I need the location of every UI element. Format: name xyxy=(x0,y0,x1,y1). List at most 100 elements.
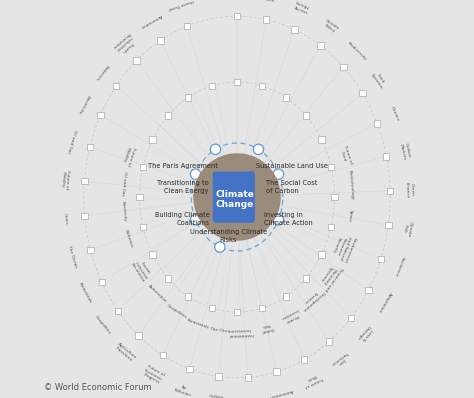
FancyBboxPatch shape xyxy=(326,338,332,345)
FancyBboxPatch shape xyxy=(328,164,334,170)
FancyBboxPatch shape xyxy=(318,252,325,258)
Text: Future of
Work: Future of Work xyxy=(302,372,323,388)
Text: Geopolitics: Geopolitics xyxy=(165,303,188,319)
FancyBboxPatch shape xyxy=(317,42,324,49)
Circle shape xyxy=(253,144,264,154)
FancyBboxPatch shape xyxy=(113,82,119,89)
FancyBboxPatch shape xyxy=(348,315,354,321)
FancyBboxPatch shape xyxy=(245,374,251,380)
Text: Climate
Change: Climate Change xyxy=(215,190,254,209)
Text: Food
Systems: Food Systems xyxy=(370,70,387,90)
Text: Financial and
Monetary
Systems: Financial and Monetary Systems xyxy=(316,261,343,291)
FancyBboxPatch shape xyxy=(383,153,390,160)
Text: Batteries: Batteries xyxy=(94,63,109,80)
FancyBboxPatch shape xyxy=(149,252,156,258)
Text: The Ocean: The Ocean xyxy=(210,327,233,334)
FancyBboxPatch shape xyxy=(331,194,337,200)
FancyBboxPatch shape xyxy=(359,90,366,96)
Circle shape xyxy=(210,144,221,154)
Text: Global
Risk: Global Risk xyxy=(259,321,274,333)
FancyBboxPatch shape xyxy=(234,79,240,85)
Text: The Ocean: The Ocean xyxy=(67,245,77,268)
FancyBboxPatch shape xyxy=(209,305,215,311)
Text: Carbon
Capture: Carbon Capture xyxy=(207,394,225,398)
Text: Fourth
Industrial
Revolution: Fourth Industrial Revolution xyxy=(129,258,153,283)
Text: Just
Transition: Just Transition xyxy=(330,350,352,369)
FancyBboxPatch shape xyxy=(97,112,104,118)
FancyBboxPatch shape xyxy=(87,247,94,253)
Circle shape xyxy=(191,215,201,225)
Text: Oil and Gas: Oil and Gas xyxy=(66,129,77,153)
FancyBboxPatch shape xyxy=(81,178,88,184)
FancyBboxPatch shape xyxy=(185,94,191,101)
FancyBboxPatch shape xyxy=(234,309,240,315)
Text: Investing in
Climate Action: Investing in Climate Action xyxy=(264,212,313,226)
Circle shape xyxy=(273,215,283,225)
FancyBboxPatch shape xyxy=(365,287,372,293)
FancyBboxPatch shape xyxy=(283,293,289,300)
FancyBboxPatch shape xyxy=(213,172,255,223)
FancyBboxPatch shape xyxy=(273,369,280,375)
FancyBboxPatch shape xyxy=(385,222,392,228)
Text: Electricity: Electricity xyxy=(120,201,127,222)
FancyBboxPatch shape xyxy=(135,332,142,339)
FancyBboxPatch shape xyxy=(374,120,380,127)
Text: Institutional
Investors: Institutional Investors xyxy=(228,327,254,336)
Text: Future of
Mobility: Future of Mobility xyxy=(60,170,71,189)
Circle shape xyxy=(273,169,283,179)
Text: Future of
Economic
Progress: Future of Economic Progress xyxy=(141,364,166,386)
FancyBboxPatch shape xyxy=(215,373,221,380)
Text: Future of
Mobility: Future of Mobility xyxy=(121,145,136,166)
Text: Carbon
Markets: Carbon Markets xyxy=(399,142,411,160)
Text: Circular
Economy: Circular Economy xyxy=(239,395,259,398)
Text: Agriculture
Transform.: Agriculture Transform. xyxy=(115,342,138,364)
Text: Parastatals: Parastatals xyxy=(186,318,210,330)
Text: Batteries: Batteries xyxy=(124,229,133,248)
Text: Green
Finance: Green Finance xyxy=(405,181,414,198)
FancyBboxPatch shape xyxy=(234,13,240,20)
FancyBboxPatch shape xyxy=(301,356,307,363)
FancyBboxPatch shape xyxy=(318,136,325,142)
FancyBboxPatch shape xyxy=(137,194,143,200)
Circle shape xyxy=(215,242,225,252)
Text: Adaptation: Adaptation xyxy=(377,291,392,313)
Text: Air
Pollution: Air Pollution xyxy=(174,384,194,397)
Text: Future of
Food: Future of Food xyxy=(338,145,353,166)
FancyBboxPatch shape xyxy=(165,275,171,281)
FancyBboxPatch shape xyxy=(209,83,215,89)
Circle shape xyxy=(193,153,281,241)
Text: Resilience: Resilience xyxy=(393,256,404,277)
FancyBboxPatch shape xyxy=(263,16,269,23)
Text: Sustainable Land Use: Sustainable Land Use xyxy=(256,163,328,170)
FancyBboxPatch shape xyxy=(157,37,164,44)
Text: The Paris Agreement: The Paris Agreement xyxy=(148,163,218,170)
FancyBboxPatch shape xyxy=(378,256,384,262)
FancyBboxPatch shape xyxy=(328,224,334,230)
Text: House Fossil: House Fossil xyxy=(168,0,194,11)
Text: Understanding Climate
Risks: Understanding Climate Risks xyxy=(190,229,267,243)
FancyBboxPatch shape xyxy=(133,57,140,64)
FancyBboxPatch shape xyxy=(82,213,88,219)
Text: Energy
Access: Energy Access xyxy=(293,2,310,15)
Text: Private
Investors: Private Investors xyxy=(280,308,301,324)
FancyBboxPatch shape xyxy=(387,187,393,194)
Text: Geopolitics: Geopolitics xyxy=(94,314,112,336)
FancyBboxPatch shape xyxy=(186,366,193,372)
Text: Automotive: Automotive xyxy=(147,284,168,304)
Text: Transitioning to
Clean Energy: Transitioning to Clean Energy xyxy=(156,180,209,194)
FancyBboxPatch shape xyxy=(283,94,289,101)
FancyBboxPatch shape xyxy=(259,83,265,89)
Text: Fossil
Fuels: Fossil Fuels xyxy=(264,0,276,3)
Text: Biotechnology: Biotechnology xyxy=(347,170,354,201)
Text: Environment
and Natural
Resource
Security: Environment and Natural Resource Securit… xyxy=(329,232,356,263)
Text: Climate
Risk: Climate Risk xyxy=(401,220,413,238)
Text: Oceans: Oceans xyxy=(389,106,400,123)
FancyBboxPatch shape xyxy=(140,224,146,230)
Circle shape xyxy=(191,169,201,179)
Text: Climate
Policy: Climate Policy xyxy=(322,18,340,35)
FancyBboxPatch shape xyxy=(303,113,309,119)
Text: Space: Space xyxy=(347,209,353,222)
FancyBboxPatch shape xyxy=(303,275,309,281)
FancyBboxPatch shape xyxy=(184,23,190,29)
Text: Biodiversity: Biodiversity xyxy=(346,41,367,61)
